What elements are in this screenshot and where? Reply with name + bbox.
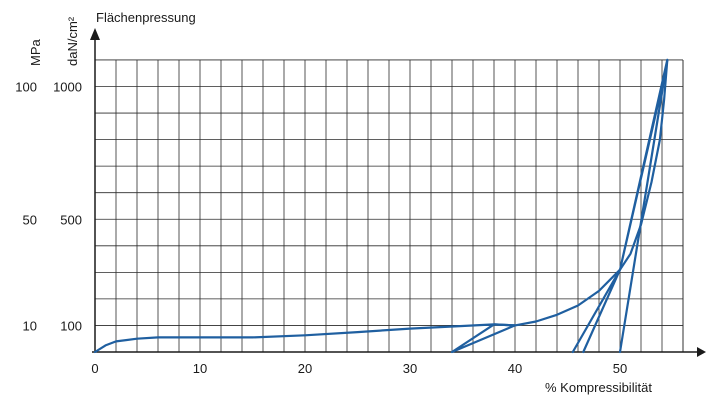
grid [95, 59, 684, 352]
y-axis-label-secondary: MPa [28, 39, 43, 67]
x-axis-arrow [697, 347, 706, 357]
x-axis-label: % Kompressibilität [545, 380, 652, 395]
x-tick-label: 40 [508, 361, 522, 376]
y-tick-label-secondary: 10 [23, 318, 37, 333]
y-tick-labels: 100 500 1000 10 50 100 [15, 80, 82, 334]
y-tick-label-secondary: 100 [15, 80, 37, 95]
y-tick-label-secondary: 50 [23, 212, 37, 227]
x-tick-label: 30 [403, 361, 417, 376]
y-axis-label-primary: daN/cm² [65, 16, 80, 66]
y-tick-label-primary: 100 [60, 318, 82, 333]
x-tick-label: 0 [91, 361, 98, 376]
chart-title: Flächenpressung [96, 10, 196, 25]
y-tick-label-primary: 500 [60, 212, 82, 227]
series-line-2 [450, 323, 517, 354]
series-lines [93, 58, 669, 354]
y-axis-arrow [90, 28, 100, 40]
y-tick-label-primary: 1000 [53, 80, 82, 95]
series-line-3 [571, 268, 622, 354]
x-tick-label: 50 [613, 361, 627, 376]
x-tick-label: 20 [298, 361, 312, 376]
axes [90, 28, 706, 357]
x-tick-label: 10 [193, 361, 207, 376]
x-tick-labels: 0 10 20 30 40 50 [91, 361, 627, 376]
series-line-1 [93, 58, 669, 354]
series-line-4 [618, 58, 669, 354]
